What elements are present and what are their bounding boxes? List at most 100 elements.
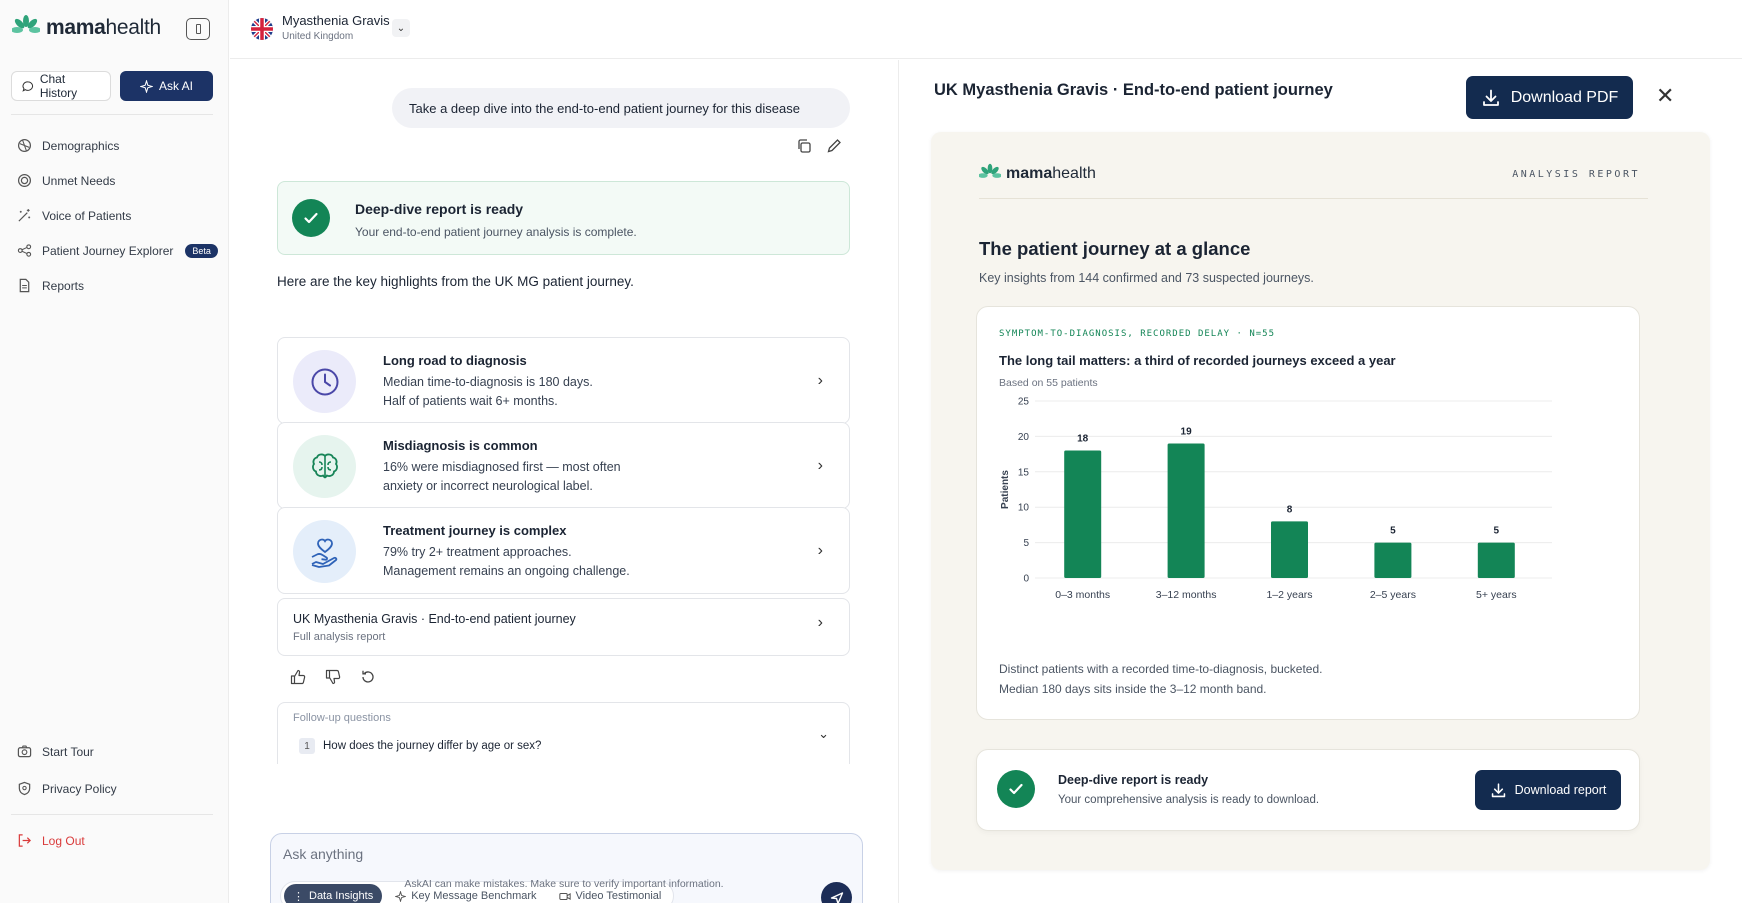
highlight-line: 16% were misdiagnosed first — most often: [383, 460, 621, 474]
y-axis-label: Patients: [1000, 470, 1011, 509]
chevron-right-icon: ›: [817, 457, 823, 474]
country-name: United Kingdom: [282, 31, 354, 42]
clock-icon: [293, 350, 356, 413]
followup-questions: Follow-up questions 1 How does the journ…: [277, 702, 850, 764]
uk-flag-icon: [251, 18, 273, 40]
feedback-actions: [290, 669, 376, 685]
highlights-intro: Here are the key highlights from the UK …: [277, 274, 634, 289]
disease-selector[interactable]: Myasthenia Gravis United Kingdom: [282, 13, 390, 42]
report-logo: mamahealth: [979, 163, 1096, 185]
demographics-icon: [17, 138, 32, 153]
brand-logo[interactable]: mamahealth: [12, 14, 161, 42]
download-icon: [1482, 89, 1499, 106]
download-icon: [1491, 782, 1505, 797]
log-out-link[interactable]: Log Out: [17, 823, 213, 858]
sidebar-toggle-icon[interactable]: [186, 18, 210, 40]
chevron-down-icon[interactable]: ⌄: [818, 726, 829, 741]
sidebar-bottom: Start Tour Privacy Policy Log Out: [11, 734, 213, 858]
check-circle-icon: [292, 199, 330, 237]
download-card-subtitle: Your comprehensive analysis is ready to …: [1058, 794, 1320, 806]
report-link-title: UK Myasthenia Gravis · End-to-end patien…: [293, 612, 576, 626]
report-sheet: mamahealth ANALYSIS REPORT The patient j…: [931, 132, 1710, 870]
x-tick-label: 0–3 months: [1055, 589, 1110, 601]
data-label: 5: [1390, 526, 1396, 537]
highlight-title: Treatment journey is complex: [383, 523, 567, 538]
brand-name: mamahealth: [46, 16, 161, 39]
highlight-line: Median time-to-diagnosis is 180 days.: [383, 375, 593, 389]
full-report-link[interactable]: UK Myasthenia Gravis · End-to-end patien…: [277, 598, 850, 656]
thumbs-down-icon[interactable]: [325, 669, 341, 685]
send-icon: [830, 891, 843, 903]
divider: [979, 198, 1648, 199]
sidebar-item-reports[interactable]: Reports: [17, 268, 218, 303]
x-tick-label: 3–12 months: [1156, 589, 1217, 601]
composer-tools: ⋮ Data Insights Key Message Benchmark Vi…: [280, 881, 675, 903]
privacy-policy-link[interactable]: Privacy Policy: [17, 771, 213, 806]
bar: [1477, 542, 1515, 578]
download-pdf-button[interactable]: Download PDF: [1466, 76, 1633, 119]
chart-title: The long tail matters: a third of record…: [999, 353, 1396, 368]
x-tick-label: 2–5 years: [1370, 589, 1416, 601]
report-link-subtitle: Full analysis report: [293, 631, 386, 643]
data-insights-tool[interactable]: ⋮ Data Insights: [284, 884, 383, 903]
sidebar-item-unmet-needs[interactable]: Unmet Needs: [17, 163, 218, 198]
bar-chart: 0 5 10 15 20 25 Patients 18 0–3 months 19 3–12 mon…: [1000, 397, 1552, 601]
bar: [1374, 542, 1412, 578]
target-icon: [17, 173, 32, 188]
chat-column: Take a deep dive into the end-to-end pat…: [230, 60, 898, 903]
chevron-right-icon: ›: [817, 614, 823, 631]
data-label: 19: [1181, 426, 1193, 437]
close-icon[interactable]: ✕: [1656, 83, 1675, 108]
data-label: 5: [1494, 526, 1500, 537]
data-label: 8: [1287, 504, 1293, 515]
heart-hand-icon: [293, 520, 356, 583]
leaf-logo-icon: [12, 15, 40, 33]
sidebar-nav: Demographics Unmet Needs Voice of Patien…: [17, 128, 218, 303]
sidebar: mamahealth Chat History Ask AI Demograph…: [0, 0, 229, 903]
copy-icon[interactable]: [796, 138, 812, 154]
chevron-down-icon[interactable]: ⌄: [392, 19, 410, 37]
disease-name: Myasthenia Gravis: [282, 13, 390, 28]
highlight-card-diagnosis[interactable]: Long road to diagnosis Median time-to-di…: [277, 337, 850, 424]
analysis-report-label: ANALYSIS REPORT: [1512, 169, 1640, 180]
report-ready-card: Deep-dive report is ready Your end-to-en…: [277, 181, 850, 255]
sidebar-item-voice-of-patients[interactable]: Voice of Patients: [17, 198, 218, 233]
shield-icon: [18, 781, 31, 796]
chat-history-button[interactable]: Chat History: [11, 71, 111, 101]
refresh-icon[interactable]: [360, 669, 376, 685]
y-tick-label: 5: [1023, 538, 1029, 549]
highlight-line: Half of patients wait 6+ months.: [383, 394, 558, 408]
sparkle-icon: [395, 890, 407, 902]
top-bar: Myasthenia Gravis United Kingdom ⌄: [230, 0, 1742, 59]
divider: [11, 114, 213, 115]
download-report-button[interactable]: Download report: [1475, 770, 1621, 810]
start-tour-link[interactable]: Start Tour: [17, 734, 213, 769]
chart-note: Median 180 days sits inside the 3–12 mon…: [999, 682, 1267, 696]
chevron-right-icon: ›: [817, 372, 823, 389]
report-panel: UK Myasthenia Gravis · End-to-end patien…: [898, 60, 1742, 903]
bar: [1271, 521, 1308, 578]
key-message-benchmark-tool[interactable]: Key Message Benchmark: [386, 884, 545, 903]
logout-icon: [18, 834, 31, 847]
ask-ai-button[interactable]: Ask AI: [120, 71, 213, 101]
ask-input[interactable]: [283, 846, 783, 862]
chart-based-on: Based on 55 patients: [999, 377, 1098, 389]
report-subtitle: Key insights from 144 confirmed and 73 s…: [979, 271, 1314, 285]
highlight-line: anxiety or incorrect neurological label.: [383, 479, 593, 493]
followup-question[interactable]: How does the journey differ by age or se…: [323, 740, 542, 752]
sidebar-item-patient-journey-explorer[interactable]: Patient Journey Explorer Beta: [17, 233, 218, 268]
check-circle-icon: [997, 770, 1035, 808]
bar: [1167, 443, 1205, 578]
x-tick-label: 5+ years: [1476, 589, 1517, 601]
divider: [11, 814, 213, 815]
edit-pencil-icon[interactable]: [826, 138, 842, 154]
highlight-card-misdiagnosis[interactable]: Misdiagnosis is common 16% were misdiagn…: [277, 422, 850, 509]
send-button[interactable]: [821, 882, 852, 903]
chart-note: Distinct patients with a recorded time-t…: [999, 662, 1323, 676]
video-testimonial-tool[interactable]: Video Testimonial: [550, 884, 671, 903]
sidebar-item-demographics[interactable]: Demographics: [17, 128, 218, 163]
leaf-logo-icon: [979, 163, 1001, 178]
thumbs-up-icon[interactable]: [290, 669, 306, 685]
followup-number: 1: [299, 738, 315, 754]
highlight-card-treatment[interactable]: Treatment journey is complex 79% try 2+ …: [277, 507, 850, 594]
